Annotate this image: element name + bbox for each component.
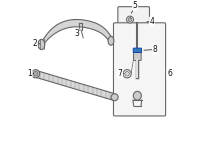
- FancyBboxPatch shape: [133, 48, 141, 52]
- Circle shape: [31, 70, 40, 78]
- Text: 4: 4: [150, 17, 154, 26]
- Polygon shape: [41, 20, 112, 47]
- Circle shape: [111, 94, 118, 101]
- Text: 3: 3: [74, 29, 79, 38]
- Circle shape: [128, 18, 132, 21]
- Ellipse shape: [108, 36, 114, 45]
- FancyBboxPatch shape: [134, 51, 141, 60]
- Text: 1: 1: [27, 69, 32, 77]
- Text: 7: 7: [118, 69, 123, 78]
- Polygon shape: [36, 70, 115, 101]
- FancyBboxPatch shape: [118, 7, 150, 37]
- Ellipse shape: [133, 91, 141, 100]
- Text: 8: 8: [153, 45, 157, 54]
- Text: 6: 6: [167, 69, 172, 78]
- Circle shape: [125, 72, 129, 76]
- Text: 5: 5: [133, 1, 138, 10]
- Circle shape: [33, 71, 38, 76]
- Text: 2: 2: [32, 39, 37, 48]
- FancyBboxPatch shape: [113, 23, 166, 116]
- Circle shape: [127, 16, 134, 23]
- Ellipse shape: [38, 39, 45, 50]
